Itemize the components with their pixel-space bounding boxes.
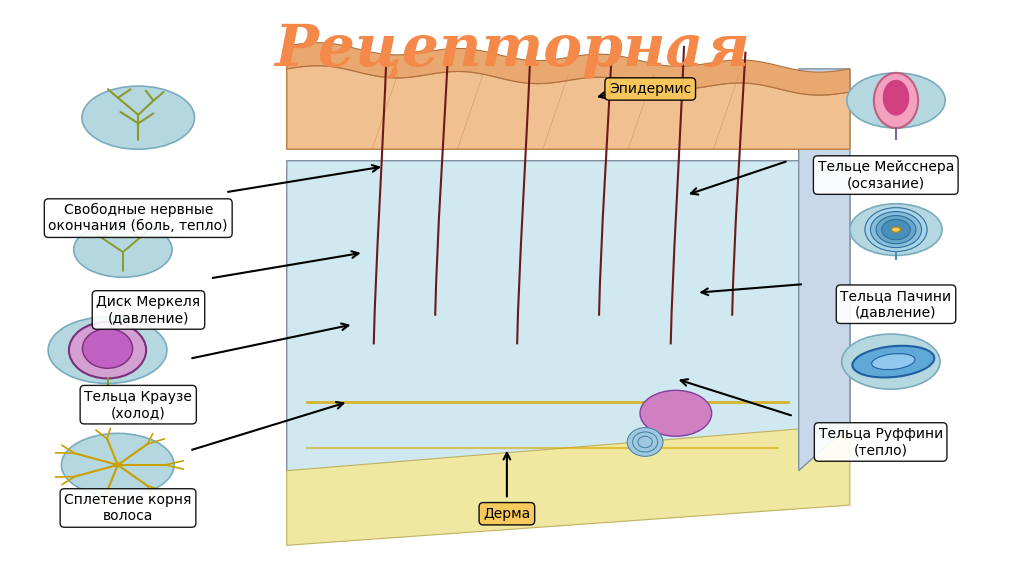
Text: Тельца Пачини
(давление): Тельца Пачини (давление) xyxy=(841,289,951,319)
Circle shape xyxy=(74,222,172,277)
Ellipse shape xyxy=(882,219,910,240)
Ellipse shape xyxy=(873,73,919,128)
Polygon shape xyxy=(287,65,850,149)
Ellipse shape xyxy=(852,346,934,378)
Polygon shape xyxy=(287,425,850,545)
Circle shape xyxy=(842,334,940,389)
Ellipse shape xyxy=(633,432,657,452)
Ellipse shape xyxy=(82,329,133,369)
Text: Рецепторная: Рецепторная xyxy=(274,23,750,79)
Polygon shape xyxy=(287,42,850,95)
Text: Эпидермис: Эпидермис xyxy=(609,82,691,96)
Circle shape xyxy=(850,204,942,255)
Text: Диск Меркеля
(давление): Диск Меркеля (давление) xyxy=(96,295,201,325)
Ellipse shape xyxy=(640,390,712,436)
Circle shape xyxy=(891,227,901,232)
Circle shape xyxy=(48,317,167,383)
Text: Свободные нервные
окончания (боль, тепло): Свободные нервные окончания (боль, тепло… xyxy=(48,203,228,233)
Text: Дерма: Дерма xyxy=(483,507,530,521)
Circle shape xyxy=(847,73,945,128)
Circle shape xyxy=(114,463,122,467)
Polygon shape xyxy=(287,161,850,471)
Ellipse shape xyxy=(69,322,146,378)
Ellipse shape xyxy=(638,436,652,448)
Ellipse shape xyxy=(627,428,664,456)
Ellipse shape xyxy=(877,216,915,243)
Ellipse shape xyxy=(871,354,915,370)
Circle shape xyxy=(61,433,174,497)
Text: Сплетение корня
волоса: Сплетение корня волоса xyxy=(65,493,191,523)
Text: Тельце Мейсснера
(осязание): Тельце Мейсснера (осязание) xyxy=(817,160,954,190)
Polygon shape xyxy=(799,69,850,471)
Text: Тельца Руффини
(тепло): Тельца Руффини (тепло) xyxy=(818,427,943,457)
Ellipse shape xyxy=(883,80,909,115)
Text: Тельца Краузе
(холод): Тельца Краузе (холод) xyxy=(84,390,193,420)
Circle shape xyxy=(82,86,195,149)
Ellipse shape xyxy=(865,208,927,251)
Ellipse shape xyxy=(870,212,922,247)
